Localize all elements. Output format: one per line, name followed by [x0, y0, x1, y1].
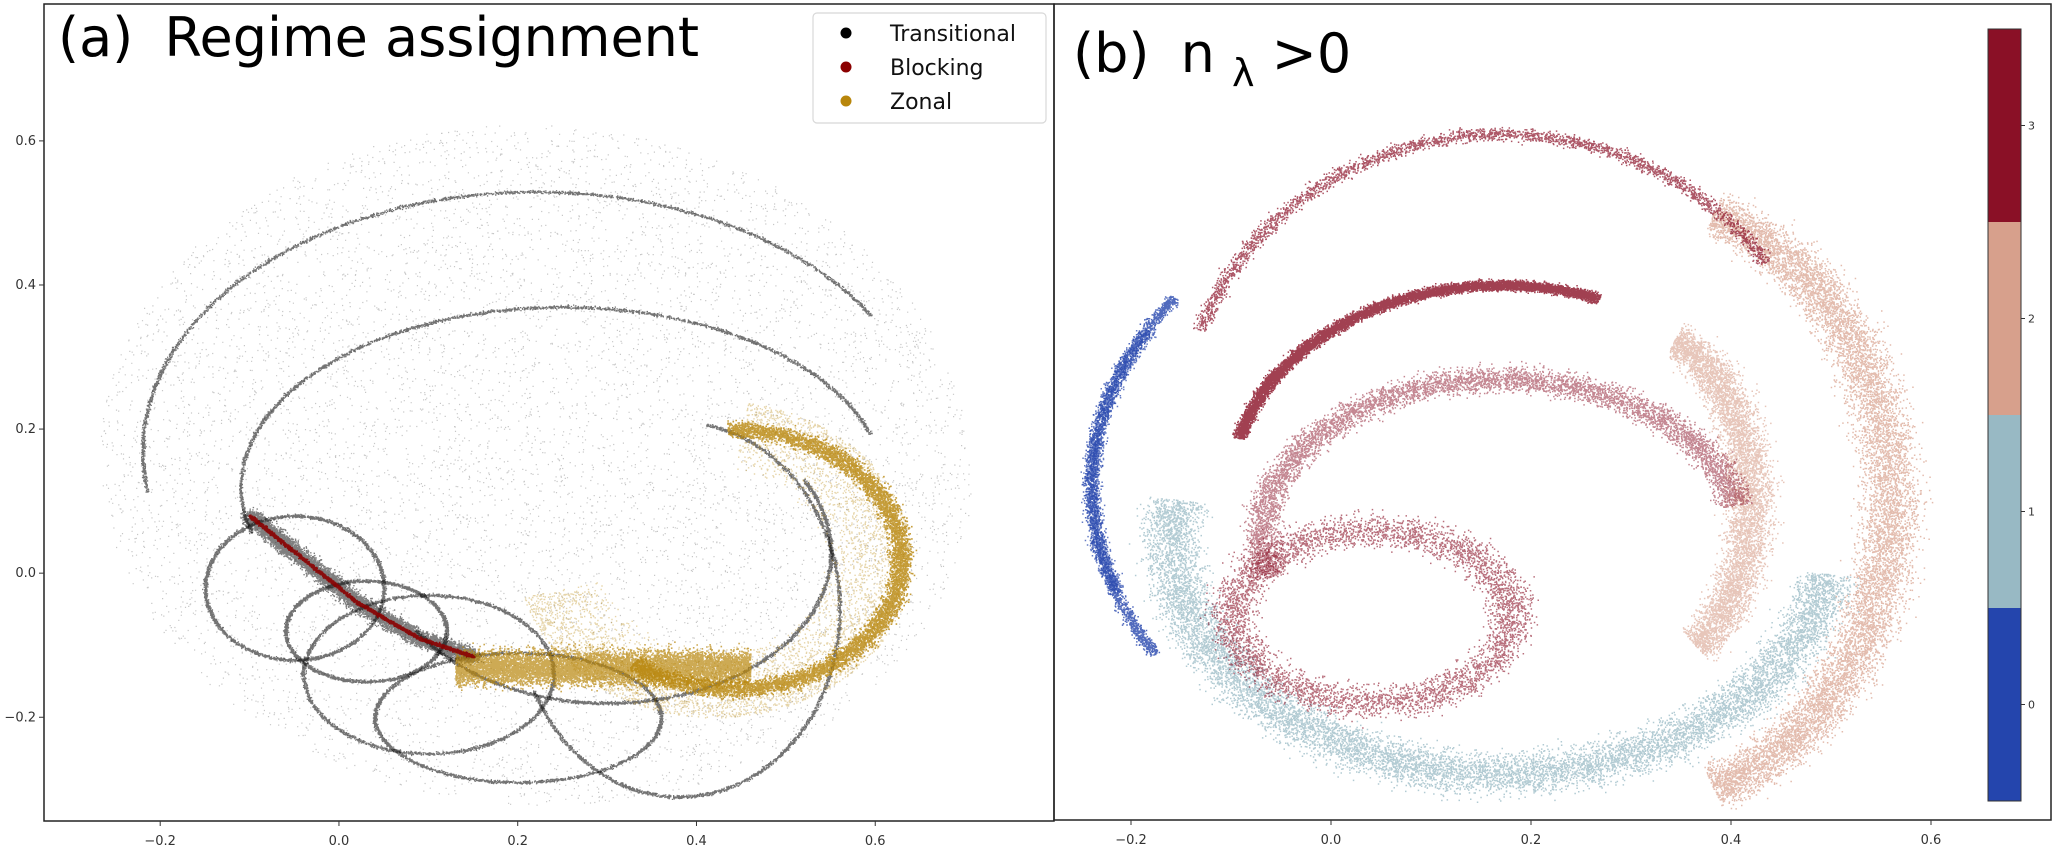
- panel-b-title-subscript: λ: [1232, 51, 1255, 95]
- legend: Transitional Blocking Zonal: [812, 12, 1047, 124]
- panel-b-axes-frame: [1053, 3, 2052, 821]
- legend-entry-transitional: Transitional: [840, 22, 1016, 47]
- zonal-band-points: [455, 641, 752, 694]
- n3-loop-points: [1199, 508, 1539, 729]
- panel-a-ticks: −0.2 0.0 0.2 0.4 0.6 −0.2 0.0 0.2 0.4 0.6: [4, 134, 885, 849]
- panel-a-title-label: (a): [58, 6, 133, 69]
- colorbar-level-2: [1988, 222, 2021, 415]
- panel-a-title: (a) Regime assignment: [58, 6, 699, 69]
- colorbar-tick-label: 0: [2028, 699, 2035, 712]
- legend-entry-zonal: Zonal: [840, 90, 952, 115]
- panel-b-scatter-points: [1080, 126, 1934, 810]
- transitional-arc-points: [239, 304, 873, 535]
- legend-marker: [840, 95, 852, 107]
- legend-label: Blocking: [890, 56, 984, 81]
- zonal-spiral-points: [627, 419, 918, 701]
- n1-points: [1128, 496, 1860, 803]
- panel-a-title-text: Regime assignment: [164, 6, 699, 69]
- panel-b-ticks: −0.2 0.0 0.2 0.4 0.6: [1115, 820, 1941, 848]
- panel-b-title-base: n: [1181, 22, 1215, 85]
- transitional-arc-points: [202, 513, 388, 664]
- x-tick-label: 0.4: [686, 834, 707, 849]
- y-tick-label: 0.2: [15, 422, 36, 437]
- y-tick-label: 0.4: [15, 278, 36, 293]
- n2-points: [1704, 192, 1934, 810]
- n0-inner-points: [1080, 329, 1157, 596]
- legend-marker: [840, 27, 852, 39]
- legend-label: Transitional: [889, 22, 1016, 47]
- y-tick-label: 0.6: [15, 134, 36, 149]
- legend-entry-blocking: Blocking: [840, 56, 984, 81]
- legend-label: Zonal: [890, 90, 952, 115]
- x-tick-label: 0.2: [1521, 833, 1542, 848]
- transitional-tube-points: [240, 506, 485, 666]
- x-tick-label: −0.2: [1115, 833, 1147, 848]
- y-tick-label: 0.0: [15, 566, 36, 581]
- legend-box: [812, 12, 1047, 124]
- colorbar-tick-label: 2: [2028, 313, 2035, 326]
- colorbar-tick-label: 3: [2028, 120, 2035, 133]
- n3-outer-points: [1193, 126, 1771, 332]
- n3-inner-points: [1238, 360, 1753, 582]
- legend-marker: [840, 61, 852, 73]
- panel-b-title: (b) n λ >0: [1073, 22, 1351, 99]
- n3-arc-points: [1232, 278, 1602, 440]
- colorbar-level-3: [1988, 29, 2021, 222]
- x-tick-label: −0.2: [144, 834, 176, 849]
- colorbar-tick-label: 1: [2028, 506, 2035, 519]
- x-tick-label: 0.2: [507, 834, 528, 849]
- panel-b-title-label: (b): [1073, 22, 1149, 85]
- colorbar: 0 1 2 3: [1987, 28, 2035, 802]
- panel-a-scatter-points: [100, 125, 972, 806]
- colorbar-level-1: [1988, 415, 2021, 608]
- panel-b-title-rest: >0: [1272, 22, 1352, 85]
- x-tick-label: 0.0: [329, 834, 350, 849]
- x-tick-label: 0.4: [1721, 833, 1742, 848]
- y-tick-label: −0.2: [4, 710, 36, 725]
- n2-inner-points: [1669, 323, 1785, 662]
- x-tick-label: 0.6: [1921, 833, 1942, 848]
- x-tick-label: 0.6: [865, 834, 886, 849]
- colorbar-outline: [1987, 28, 2022, 802]
- colorbar-level-0: [1988, 608, 2021, 801]
- n0-points: [1081, 295, 1179, 657]
- x-tick-label: 0.0: [1321, 833, 1342, 848]
- transitional-arc-points: [532, 423, 843, 800]
